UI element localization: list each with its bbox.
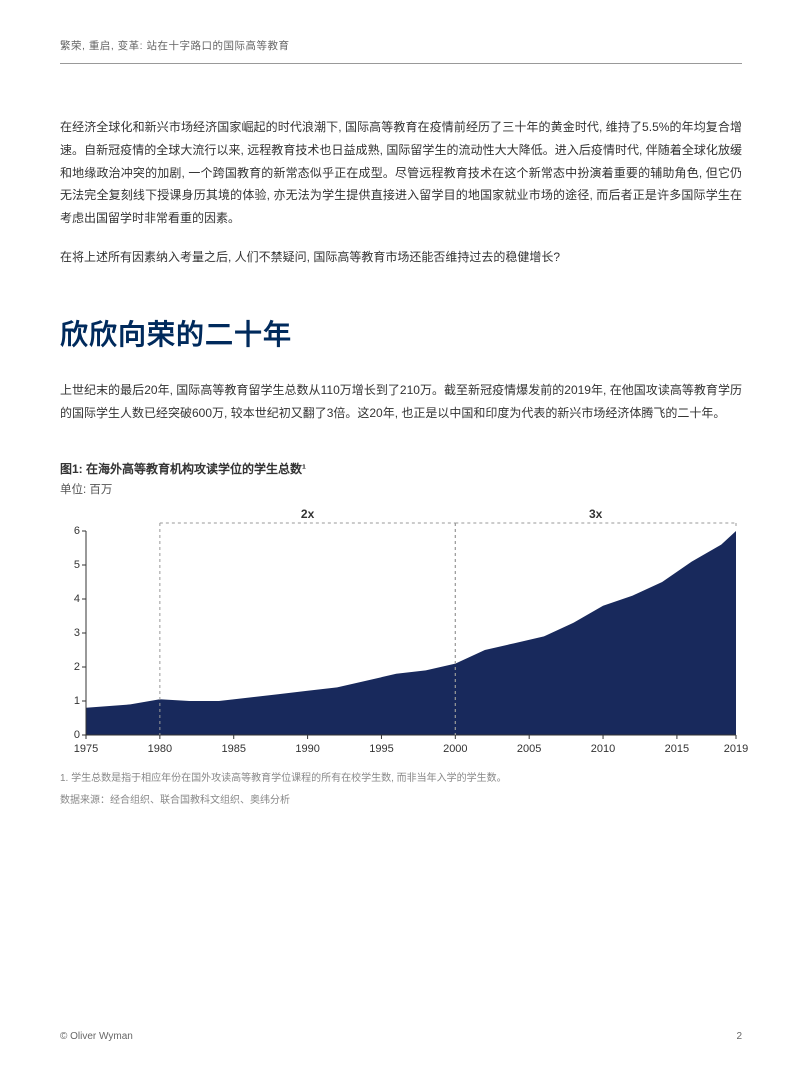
y-tick-label: 5 xyxy=(62,559,80,571)
header-title: 繁荣, 重启, 变革: 站在十字路口的国际高等教育 xyxy=(60,40,290,52)
y-tick-label: 3 xyxy=(62,627,80,639)
x-tick-label: 2019 xyxy=(724,743,748,755)
chart-footnote: 1. 学生总数是指于相应年份在国外攻读高等教育学位课程的所有在校学生数, 而非当… xyxy=(60,771,742,787)
chart-annotation: 2x xyxy=(296,507,320,521)
page-footer: © Oliver Wyman 2 xyxy=(60,1031,742,1042)
intro-paragraphs: 在经济全球化和新兴市场经济国家崛起的时代浪潮下, 国际高等教育在疫情前经历了三十… xyxy=(60,116,742,269)
intro-p2: 在将上述所有因素纳入考量之后, 人们不禁疑问, 国际高等教育市场还能否维持过去的… xyxy=(60,246,742,269)
y-tick-label: 0 xyxy=(62,729,80,741)
x-tick-label: 1975 xyxy=(74,743,98,755)
chart-sources: 数据来源：经合组织、联合国教科文组织、奥纬分析 xyxy=(60,791,742,806)
chart-svg xyxy=(60,509,742,757)
x-tick-label: 1995 xyxy=(369,743,393,755)
area-chart: 0 1 2 3 4 5 6 1975 1980 1985 1990 1995 2000 2005 2010 2… xyxy=(60,509,742,757)
y-tick-label: 2 xyxy=(62,661,80,673)
x-tick-label: 2000 xyxy=(443,743,467,755)
y-tick-label: 1 xyxy=(62,695,80,707)
chart-unit: 单位: 百万 xyxy=(60,481,742,497)
footer-page-number: 2 xyxy=(736,1031,742,1042)
x-tick-label: 1990 xyxy=(295,743,319,755)
x-tick-label: 2005 xyxy=(517,743,541,755)
x-tick-label: 1980 xyxy=(148,743,172,755)
chart-annotation: 3x xyxy=(584,507,608,521)
x-tick-label: 2010 xyxy=(591,743,615,755)
y-tick-label: 4 xyxy=(62,593,80,605)
intro-p1: 在经济全球化和新兴市场经济国家崛起的时代浪潮下, 国际高等教育在疫情前经历了三十… xyxy=(60,116,742,230)
x-tick-label: 2015 xyxy=(665,743,689,755)
section-title: 欣欣向荣的二十年 xyxy=(60,313,742,353)
y-tick-label: 6 xyxy=(62,525,80,537)
x-tick-label: 1985 xyxy=(221,743,245,755)
footer-copyright: © Oliver Wyman xyxy=(60,1031,133,1042)
section-intro: 上世纪末的最后20年, 国际高等教育留学生总数从110万增长到了210万。截至新… xyxy=(60,379,742,425)
chart-title: 图1: 在海外高等教育机构攻读学位的学生总数¹ xyxy=(60,460,742,477)
page-header: 繁荣, 重启, 变革: 站在十字路口的国际高等教育 xyxy=(60,38,742,64)
